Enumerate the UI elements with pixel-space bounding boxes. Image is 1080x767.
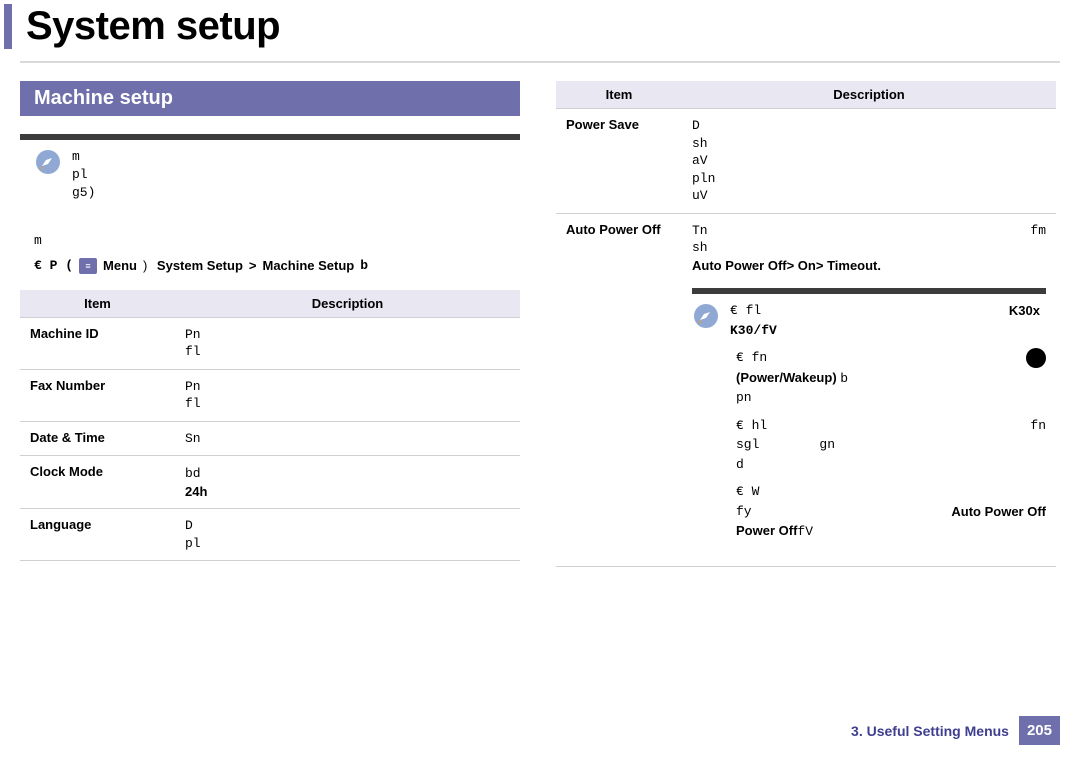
page-number: 205 xyxy=(1019,716,1060,745)
bullet-item: € W fy Auto Power Off Power OfffV xyxy=(736,482,1046,542)
table-row: Power Save D sh aV pln uV xyxy=(556,109,1056,214)
right-column: Item Description Power Save D sh aV pln … xyxy=(556,81,1056,567)
title-underline xyxy=(20,61,1060,63)
divider-dark-inline xyxy=(692,288,1046,294)
cell-desc: bd 24h xyxy=(175,456,520,509)
table-header-item: Item xyxy=(556,81,682,109)
breadcrumb-arrow: > xyxy=(249,258,257,273)
page-title: System setup xyxy=(26,4,1080,49)
breadcrumb-machine-setup: Machine Setup xyxy=(263,258,355,273)
note-icon xyxy=(692,302,720,330)
table-header-item: Item xyxy=(20,290,175,318)
note-text-right: € fl K30x K30/fV € fn xyxy=(730,302,1046,549)
intro-text: m xyxy=(34,233,520,248)
breadcrumb-suffix: b xyxy=(360,258,368,273)
section-header: Machine setup xyxy=(20,81,520,116)
cell-item: Auto Power Off xyxy=(556,213,682,566)
breadcrumb-system-setup: System Setup xyxy=(157,258,243,273)
cell-desc: Pn fl xyxy=(175,317,520,369)
table-row: Date & Time Sn xyxy=(20,421,520,456)
cell-desc: Tn fm sh Auto Power Off> On> Timeout. xyxy=(682,213,1056,566)
cell-item: Power Save xyxy=(556,109,682,214)
note-text-left: m pl g5) xyxy=(72,148,95,203)
table-row: Language D pl xyxy=(20,509,520,561)
table-header-description: Description xyxy=(175,290,520,318)
cell-item: Clock Mode xyxy=(20,456,175,509)
cell-item: Machine ID xyxy=(20,317,175,369)
cell-desc: Sn xyxy=(175,421,520,456)
left-settings-table: Item Description Machine ID Pn fl Fax Nu… xyxy=(20,290,520,562)
table-row: Auto Power Off Tn fm sh Auto Power Off> … xyxy=(556,213,1056,566)
menu-icon: ≡ xyxy=(79,258,97,274)
note-block-right: € fl K30x K30/fV € fn xyxy=(692,302,1046,549)
breadcrumb-menu: Menu xyxy=(103,258,137,273)
table-row: Fax Number Pn fl xyxy=(20,369,520,421)
note-icon xyxy=(34,148,62,176)
table-row: Machine ID Pn fl xyxy=(20,317,520,369)
right-settings-table: Item Description Power Save D sh aV pln … xyxy=(556,81,1056,567)
cell-item: Fax Number xyxy=(20,369,175,421)
table-row: Clock Mode bd 24h xyxy=(20,456,520,509)
cell-desc: D sh aV pln uV xyxy=(682,109,1056,214)
bullet-item: € hl fn sgl gn d xyxy=(736,416,1046,475)
footer-label: 3. Useful Setting Menus xyxy=(851,723,1009,739)
note-block-left: m pl g5) xyxy=(34,148,520,203)
breadcrumb-prefix: € P ( xyxy=(34,258,73,273)
table-header-description: Description xyxy=(682,81,1056,109)
left-column: Machine setup m pl g5) m € P ( ≡ Menu ) xyxy=(20,81,520,567)
cell-item: Date & Time xyxy=(20,421,175,456)
breadcrumb: € P ( ≡ Menu ) System Setup > Machine Se… xyxy=(34,258,520,274)
footer: 3. Useful Setting Menus 205 xyxy=(851,716,1060,745)
bullet-item: € fn (Power/Wakeup) b pn xyxy=(736,348,1046,408)
power-badge-icon xyxy=(1026,348,1046,368)
cell-item: Language xyxy=(20,509,175,561)
cell-desc: Pn fl xyxy=(175,369,520,421)
divider-dark xyxy=(20,134,520,140)
cell-desc: D pl xyxy=(175,509,520,561)
